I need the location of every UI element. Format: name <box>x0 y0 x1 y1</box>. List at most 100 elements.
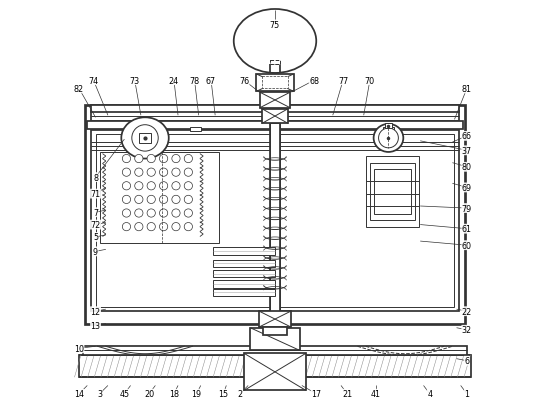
Circle shape <box>122 155 130 163</box>
Bar <box>87 122 463 130</box>
Ellipse shape <box>122 118 169 159</box>
Circle shape <box>147 155 155 163</box>
Text: 69: 69 <box>462 183 472 192</box>
Circle shape <box>172 182 180 190</box>
Circle shape <box>184 196 192 204</box>
Circle shape <box>184 209 192 218</box>
Circle shape <box>135 182 143 190</box>
Text: 14: 14 <box>74 389 84 398</box>
Text: 10: 10 <box>74 344 84 353</box>
Bar <box>383 128 394 132</box>
Bar <box>213 280 275 288</box>
Circle shape <box>135 169 143 177</box>
Circle shape <box>172 209 180 218</box>
Text: 6: 6 <box>464 356 469 366</box>
Bar <box>385 124 392 129</box>
Circle shape <box>147 223 155 231</box>
Text: 7: 7 <box>93 208 98 217</box>
Bar <box>213 260 275 268</box>
Text: 19: 19 <box>191 389 202 398</box>
Text: 60: 60 <box>462 241 472 250</box>
Circle shape <box>147 182 155 190</box>
Text: 79: 79 <box>462 204 472 213</box>
Bar <box>213 248 275 255</box>
Circle shape <box>172 196 180 204</box>
Circle shape <box>135 155 143 163</box>
Bar <box>259 311 291 327</box>
Circle shape <box>135 209 143 218</box>
Bar <box>270 60 280 65</box>
Text: 67: 67 <box>206 76 216 85</box>
Text: 80: 80 <box>462 163 472 172</box>
Text: 18: 18 <box>169 389 179 398</box>
Circle shape <box>122 196 130 204</box>
Text: 73: 73 <box>130 76 140 85</box>
Circle shape <box>135 196 143 204</box>
Circle shape <box>147 169 155 177</box>
Bar <box>374 169 411 215</box>
Circle shape <box>122 169 130 177</box>
Text: 13: 13 <box>91 321 101 330</box>
Circle shape <box>122 223 130 231</box>
Text: 72: 72 <box>90 221 101 230</box>
Text: 2: 2 <box>238 389 243 398</box>
Bar <box>366 157 420 227</box>
Circle shape <box>160 223 168 231</box>
Circle shape <box>378 129 398 148</box>
Text: 21: 21 <box>342 389 352 398</box>
Bar <box>262 109 288 124</box>
Circle shape <box>184 182 192 190</box>
Circle shape <box>147 196 155 204</box>
Circle shape <box>147 209 155 218</box>
Bar <box>96 135 454 307</box>
Text: 61: 61 <box>462 225 472 234</box>
Text: 41: 41 <box>371 389 381 398</box>
Bar <box>213 270 275 278</box>
Circle shape <box>160 182 168 190</box>
Ellipse shape <box>234 10 316 74</box>
Text: 75: 75 <box>270 21 280 30</box>
Circle shape <box>135 223 143 231</box>
Circle shape <box>122 182 130 190</box>
Bar <box>91 131 459 311</box>
Text: 76: 76 <box>239 76 249 85</box>
Text: 82: 82 <box>74 85 84 94</box>
Text: 71: 71 <box>90 190 101 199</box>
Bar <box>139 133 151 144</box>
Bar <box>100 153 219 244</box>
Text: 4: 4 <box>427 389 432 398</box>
Text: 77: 77 <box>338 76 348 85</box>
Text: 8: 8 <box>93 173 98 182</box>
Bar <box>85 106 465 324</box>
Text: 17: 17 <box>311 389 321 398</box>
Bar <box>79 355 471 377</box>
Circle shape <box>160 196 168 204</box>
Bar <box>370 163 415 221</box>
Bar <box>262 77 288 89</box>
Text: 9: 9 <box>93 247 98 256</box>
Circle shape <box>160 209 168 218</box>
Circle shape <box>132 126 158 152</box>
Text: 32: 32 <box>462 325 472 335</box>
Circle shape <box>172 169 180 177</box>
Text: 37: 37 <box>462 147 472 155</box>
Bar <box>260 93 290 109</box>
Bar <box>262 327 288 335</box>
Text: 15: 15 <box>218 389 228 398</box>
Bar <box>250 328 300 351</box>
Bar <box>91 106 459 113</box>
Text: 74: 74 <box>89 76 98 85</box>
Text: 45: 45 <box>119 389 129 398</box>
Text: 68: 68 <box>309 76 319 85</box>
Circle shape <box>160 155 168 163</box>
Bar <box>91 112 459 122</box>
Circle shape <box>184 155 192 163</box>
Text: 3: 3 <box>97 389 102 398</box>
Text: 78: 78 <box>190 76 200 85</box>
Circle shape <box>122 209 130 218</box>
Bar <box>190 128 201 132</box>
Bar <box>270 124 280 322</box>
Circle shape <box>184 169 192 177</box>
Bar <box>83 347 467 355</box>
Bar <box>213 289 275 296</box>
